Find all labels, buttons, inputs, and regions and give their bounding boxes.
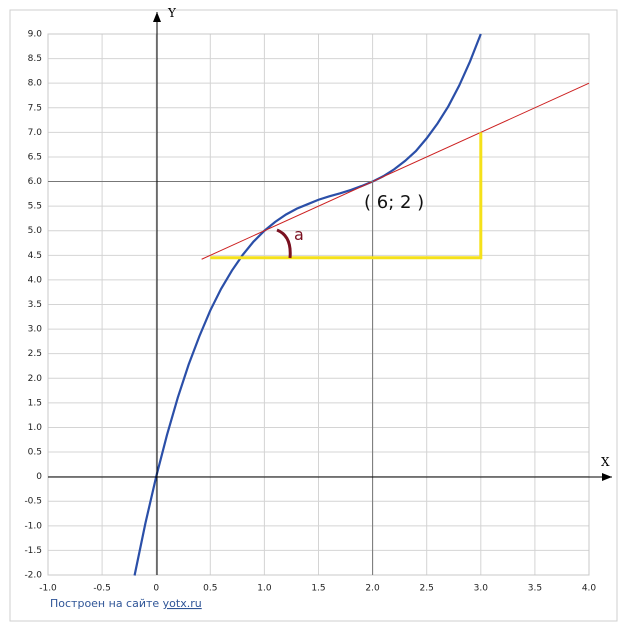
lines: [48, 33, 590, 576]
series-line: [210, 132, 483, 260]
x-tick-label: 2.0: [365, 584, 380, 594]
plot-border: [47, 33, 590, 576]
angle-arc: [276, 228, 292, 259]
angle-label: a: [294, 225, 304, 244]
y-tick-label: 6.5: [28, 152, 42, 162]
y-arrow: [153, 12, 161, 22]
series-line: [48, 181, 374, 575]
series-line: [201, 82, 590, 260]
y-tick-label: 5.0: [28, 226, 43, 236]
x-tick-label: -1.0: [39, 584, 57, 594]
y-tick-label: 8.5: [28, 54, 42, 64]
y-tick-label: 3.5: [28, 300, 42, 310]
y-axis-label: Y: [167, 6, 177, 20]
footer-link[interactable]: yotx.ru: [163, 597, 202, 610]
y-tick-label: 0: [36, 472, 42, 482]
x-arrow: [602, 473, 612, 481]
y-tick-label: -1.0: [24, 521, 42, 531]
y-tick-label: 2.5: [28, 349, 42, 359]
y-tick-label: 9.0: [28, 30, 43, 40]
x-tick-label: 3.0: [474, 584, 489, 594]
x-tick-label: 0.5: [203, 584, 217, 594]
y-tick-label: 6.0: [28, 177, 43, 187]
grid: [47, 33, 590, 576]
x-tick-label: 0: [153, 584, 159, 594]
y-tick-label: 1.0: [28, 423, 43, 433]
footer-prefix: Построен на сайте: [50, 597, 159, 610]
x-tick-label: -0.5: [93, 584, 111, 594]
footer-text: Построен на сайте yotx.ru: [50, 597, 202, 610]
x-axis-label: X: [601, 455, 610, 469]
y-tick-label: 3.0: [28, 325, 43, 335]
y-tick-label: 8.0: [28, 79, 43, 89]
y-tick-label: 7.0: [28, 128, 43, 138]
y-tick-label: -1.5: [24, 546, 42, 556]
y-tick-label: 7.5: [28, 103, 42, 113]
x-tick-label: 4.0: [582, 584, 597, 594]
y-tick-label: -0.5: [24, 497, 42, 507]
y-tick-label: 0.5: [28, 448, 42, 458]
point-label: ( 6; 2 ): [364, 192, 424, 213]
y-tick-label: 4.5: [28, 251, 42, 261]
series-line: [133, 33, 482, 576]
x-tick-label: 3.5: [528, 584, 542, 594]
x-tick-label: 1.5: [311, 584, 325, 594]
x-tick-label: 1.0: [257, 584, 272, 594]
y-tick-label: -2.0: [24, 571, 42, 581]
y-tick-label: 5.5: [28, 202, 42, 212]
y-tick-label: 1.5: [28, 398, 42, 408]
x-tick-label: 2.5: [420, 584, 434, 594]
frame: [9, 9, 618, 622]
y-tick-label: 4.0: [28, 275, 43, 285]
y-tick-label: 2.0: [28, 374, 43, 384]
